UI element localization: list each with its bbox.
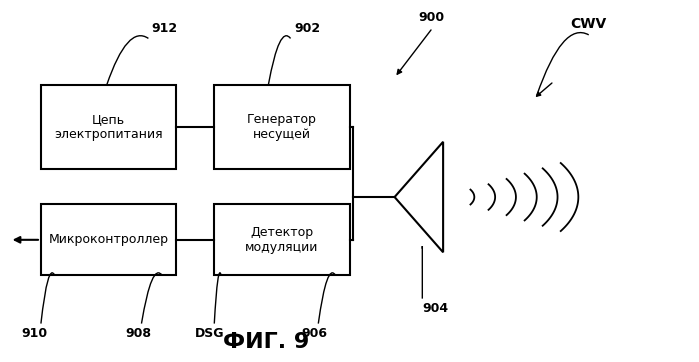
Text: 904: 904 [422, 302, 449, 315]
Text: 908: 908 [125, 327, 151, 340]
Bar [215, 85, 350, 169]
Text: 902: 902 [294, 22, 320, 35]
Text: Цепь
электропитания: Цепь электропитания [55, 113, 163, 141]
Bar [215, 204, 350, 275]
Text: 910: 910 [21, 327, 47, 340]
Text: Генератор
несущей: Генератор несущей [247, 113, 317, 141]
Text: Детектор
модуляции: Детектор модуляции [245, 226, 319, 254]
Text: DSG: DSG [195, 327, 224, 340]
Text: CWV: CWV [570, 17, 607, 31]
Text: 906: 906 [302, 327, 328, 340]
Text: ФИГ. 9: ФИГ. 9 [223, 332, 310, 352]
Text: Микроконтроллер: Микроконтроллер [48, 233, 168, 246]
Bar [41, 85, 176, 169]
Text: 900: 900 [419, 11, 445, 24]
Text: 912: 912 [152, 22, 178, 35]
Bar [41, 204, 176, 275]
